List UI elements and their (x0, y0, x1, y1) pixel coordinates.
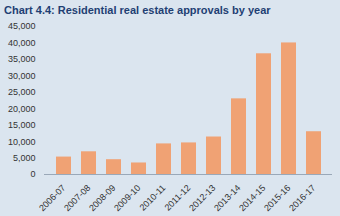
svg-text:2014-15: 2014-15 (237, 183, 267, 213)
svg-text:45,000: 45,000 (8, 21, 36, 31)
svg-text:2009-10: 2009-10 (112, 183, 142, 213)
svg-text:2010-11: 2010-11 (137, 183, 167, 213)
svg-text:0: 0 (30, 169, 35, 179)
svg-text:25,000: 25,000 (8, 87, 36, 97)
svg-text:40,000: 40,000 (8, 38, 36, 48)
svg-text:2007-08: 2007-08 (62, 183, 92, 213)
svg-text:2011-12: 2011-12 (162, 182, 193, 213)
svg-text:2006-07: 2006-07 (37, 183, 67, 213)
svg-text:20,000: 20,000 (8, 104, 36, 114)
svg-text:2012-13: 2012-13 (187, 183, 217, 213)
svg-text:15,000: 15,000 (8, 120, 36, 130)
svg-text:35,000: 35,000 (8, 54, 36, 64)
svg-text:30,000: 30,000 (8, 71, 36, 81)
svg-text:2015-16: 2015-16 (262, 183, 292, 213)
svg-text:10,000: 10,000 (8, 136, 36, 146)
svg-text:2016-17: 2016-17 (287, 183, 317, 213)
svg-text:2013-14: 2013-14 (212, 183, 242, 213)
html-text:Chart 4.4: Residential real es: Chart 4.4: Residential real estate appro… (4, 4, 271, 16)
svg-text:2008-09: 2008-09 (87, 183, 117, 213)
svg-text:5,000: 5,000 (13, 153, 36, 163)
